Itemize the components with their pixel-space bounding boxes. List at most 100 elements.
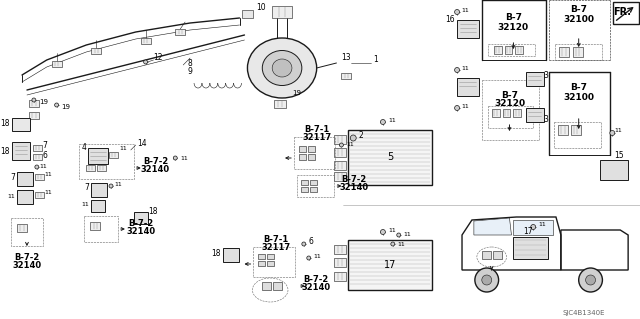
Bar <box>92 48 101 54</box>
Text: 13: 13 <box>341 54 351 63</box>
Text: 18: 18 <box>211 249 221 258</box>
Bar <box>29 100 39 107</box>
Text: 11: 11 <box>40 164 47 168</box>
Bar <box>335 258 346 267</box>
Text: FR.: FR. <box>613 7 631 17</box>
Text: 6: 6 <box>308 238 314 247</box>
Bar <box>513 109 522 117</box>
Text: 32100: 32100 <box>563 14 594 24</box>
Circle shape <box>454 106 460 110</box>
Bar <box>301 187 308 192</box>
Bar <box>274 100 286 108</box>
Bar <box>12 142 30 160</box>
Bar <box>294 137 335 169</box>
Bar <box>52 61 61 67</box>
Text: 11: 11 <box>397 241 406 247</box>
Text: 32100: 32100 <box>563 93 594 101</box>
Bar <box>457 78 479 96</box>
Circle shape <box>32 98 36 102</box>
Bar <box>571 125 580 135</box>
Text: 7: 7 <box>10 174 15 182</box>
Circle shape <box>173 156 177 160</box>
Bar <box>310 187 317 192</box>
Text: 32120: 32120 <box>494 100 525 108</box>
Bar <box>273 282 282 290</box>
Text: 11: 11 <box>461 65 468 70</box>
Text: 10: 10 <box>257 4 266 12</box>
Text: 8: 8 <box>187 58 192 68</box>
Bar <box>268 261 274 266</box>
Bar <box>482 80 539 140</box>
Text: 3: 3 <box>543 115 548 124</box>
Bar <box>335 272 346 281</box>
Text: 32140: 32140 <box>126 226 156 235</box>
Bar <box>272 6 292 18</box>
Text: 19: 19 <box>39 99 48 105</box>
Text: 2: 2 <box>358 130 363 139</box>
Circle shape <box>307 256 311 260</box>
Text: B-7-2: B-7-2 <box>128 219 154 227</box>
Text: 16: 16 <box>445 16 455 25</box>
Text: 15: 15 <box>614 151 624 160</box>
Circle shape <box>391 242 395 246</box>
Bar <box>253 247 295 277</box>
Circle shape <box>143 60 148 64</box>
Bar <box>12 118 30 131</box>
Circle shape <box>109 184 113 188</box>
Bar <box>223 248 239 262</box>
Bar <box>555 44 602 60</box>
Polygon shape <box>513 220 553 235</box>
Text: 11: 11 <box>538 222 546 227</box>
Text: B-7-2: B-7-2 <box>143 158 168 167</box>
Circle shape <box>531 225 536 229</box>
Text: 5: 5 <box>387 152 394 162</box>
Text: 11: 11 <box>180 155 188 160</box>
Polygon shape <box>474 218 511 235</box>
Text: 11: 11 <box>614 128 622 132</box>
Bar <box>299 154 306 160</box>
Circle shape <box>610 130 615 136</box>
Circle shape <box>339 143 344 147</box>
Bar <box>79 144 134 179</box>
Text: 11: 11 <box>45 189 52 195</box>
Text: 11: 11 <box>388 227 396 233</box>
Circle shape <box>350 135 356 141</box>
Text: 11: 11 <box>81 203 89 207</box>
Text: B-7-1: B-7-1 <box>304 125 330 135</box>
Bar <box>262 282 271 290</box>
Circle shape <box>475 268 499 292</box>
Bar <box>90 222 100 230</box>
Text: 32117: 32117 <box>262 242 291 251</box>
Text: B-7-2: B-7-2 <box>303 276 328 285</box>
Circle shape <box>482 275 492 285</box>
Text: 14: 14 <box>138 138 147 147</box>
Bar <box>11 218 43 246</box>
Circle shape <box>454 10 460 14</box>
Text: 11: 11 <box>45 172 52 176</box>
Bar <box>17 224 27 232</box>
Bar <box>259 261 265 266</box>
Ellipse shape <box>272 59 292 77</box>
Text: B-7: B-7 <box>501 91 518 100</box>
Circle shape <box>380 229 385 234</box>
Bar <box>175 29 185 35</box>
Bar <box>493 251 502 259</box>
Text: SJC4B1340E: SJC4B1340E <box>563 310 605 316</box>
Bar <box>457 20 479 38</box>
Bar <box>341 73 351 79</box>
Circle shape <box>579 268 602 292</box>
Text: 32140: 32140 <box>141 166 170 174</box>
Text: 11: 11 <box>461 8 468 12</box>
Bar <box>348 240 433 290</box>
Bar <box>92 183 107 197</box>
Circle shape <box>380 120 385 124</box>
Text: 18: 18 <box>148 207 158 217</box>
Text: 32140: 32140 <box>12 261 42 270</box>
Text: 32117: 32117 <box>302 133 332 143</box>
Bar <box>259 254 265 259</box>
Text: 19: 19 <box>292 90 301 96</box>
Bar <box>134 212 148 224</box>
Bar <box>335 161 346 170</box>
Ellipse shape <box>248 38 317 98</box>
Bar <box>526 72 544 86</box>
